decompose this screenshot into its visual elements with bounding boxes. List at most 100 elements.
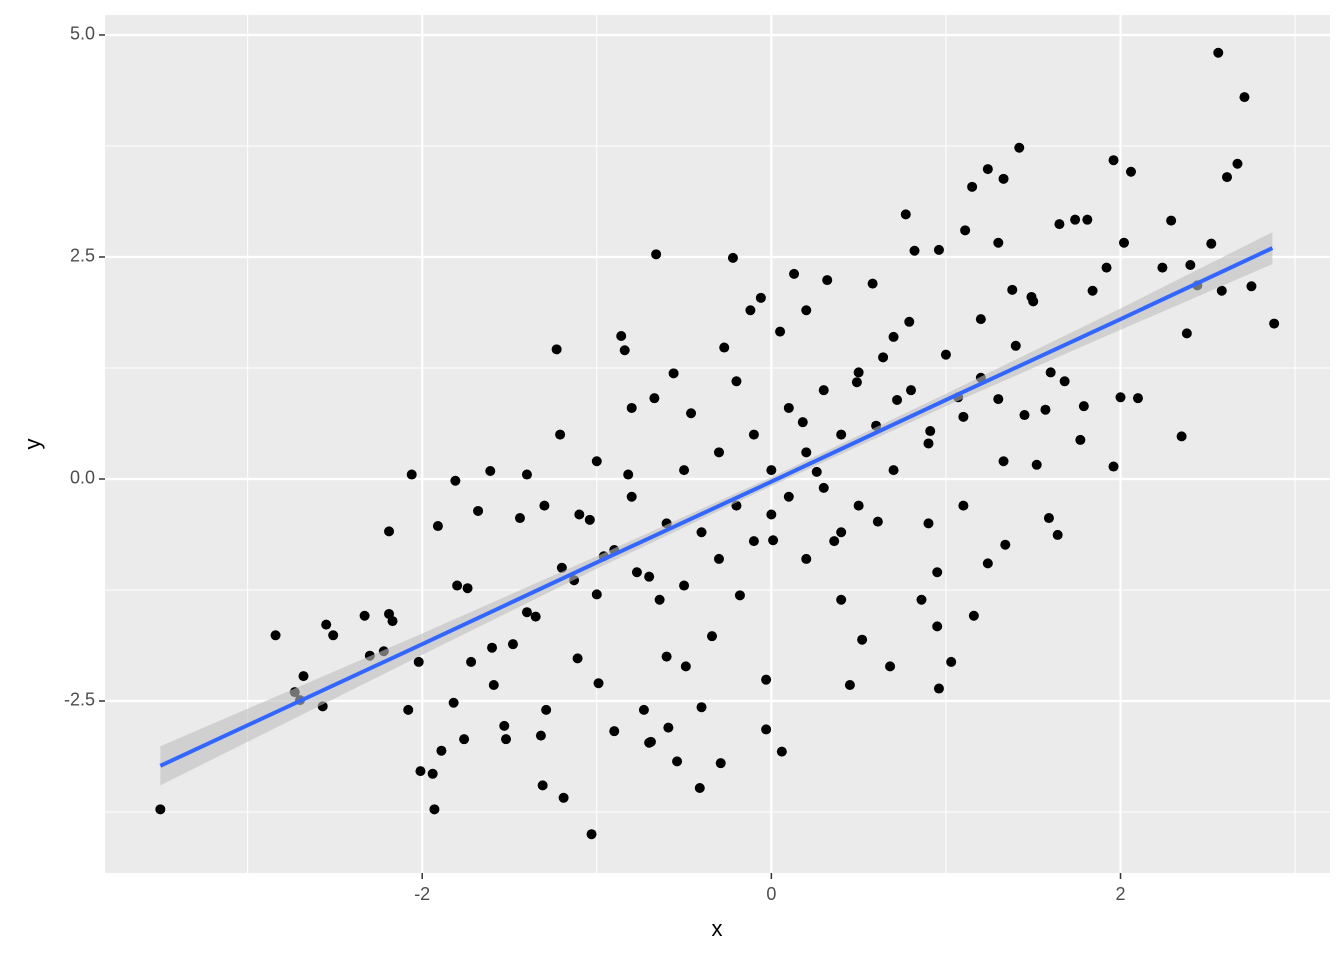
point [829, 536, 840, 547]
point [694, 783, 705, 794]
point [748, 536, 759, 547]
point [619, 345, 630, 356]
point [822, 275, 833, 286]
point [679, 465, 690, 476]
point [719, 342, 730, 353]
point [645, 736, 656, 747]
point [836, 594, 847, 605]
point [1157, 262, 1168, 273]
panel [105, 15, 1330, 873]
point [932, 621, 943, 632]
point [761, 724, 772, 735]
point [811, 466, 822, 477]
point [851, 377, 862, 388]
point [387, 616, 398, 627]
point [872, 516, 883, 527]
point [1007, 284, 1018, 295]
point [731, 376, 742, 387]
point [696, 702, 707, 713]
point [609, 726, 620, 737]
point [707, 631, 718, 642]
point [775, 326, 786, 337]
point [904, 316, 915, 327]
point [1119, 237, 1130, 248]
point [501, 734, 512, 745]
point [1014, 142, 1025, 153]
point [783, 402, 794, 413]
point [1052, 529, 1063, 540]
point [776, 746, 787, 757]
point [155, 804, 166, 815]
point [923, 518, 934, 529]
point [328, 630, 339, 641]
point [998, 456, 1009, 467]
point [1087, 285, 1098, 296]
point [1125, 166, 1136, 177]
point [789, 268, 800, 279]
point [1082, 214, 1093, 225]
point [651, 249, 662, 260]
point [968, 610, 979, 621]
x-tick-label: 0 [766, 884, 776, 904]
point [797, 417, 808, 428]
point [654, 594, 665, 605]
point [713, 553, 724, 564]
point [715, 758, 726, 769]
point [558, 792, 569, 803]
point [853, 367, 864, 378]
point [1040, 404, 1051, 415]
point [530, 611, 541, 622]
point [1206, 238, 1217, 249]
point [844, 680, 855, 691]
point [626, 491, 637, 502]
point [427, 768, 438, 779]
point [507, 639, 518, 650]
point [761, 674, 772, 685]
point [727, 252, 738, 263]
point [359, 610, 370, 621]
point [885, 661, 896, 672]
point [298, 671, 309, 682]
point [993, 394, 1004, 405]
point [663, 722, 674, 733]
point [1010, 340, 1021, 351]
point [403, 704, 414, 715]
point [514, 513, 525, 524]
point [485, 465, 496, 476]
point [982, 164, 993, 175]
point [1101, 262, 1112, 273]
point [473, 505, 484, 516]
point [836, 429, 847, 440]
point [586, 829, 597, 840]
point [946, 656, 957, 667]
point [616, 331, 627, 342]
point [680, 661, 691, 672]
point [572, 653, 583, 664]
point [801, 553, 812, 564]
point [591, 456, 602, 467]
point [923, 438, 934, 449]
point [766, 509, 777, 520]
point [1070, 214, 1081, 225]
point [768, 535, 779, 546]
point [748, 429, 759, 440]
point [384, 526, 395, 537]
point [888, 465, 899, 476]
point [857, 634, 868, 645]
point [975, 314, 986, 325]
point [933, 683, 944, 694]
point [853, 500, 864, 511]
point [661, 651, 672, 662]
point [958, 411, 969, 422]
point [925, 426, 936, 437]
point [916, 594, 927, 605]
point [696, 527, 707, 538]
point [1232, 158, 1243, 169]
point [1222, 172, 1233, 183]
point [1185, 259, 1196, 270]
point [644, 571, 655, 582]
point [555, 429, 566, 440]
point [801, 305, 812, 316]
point [940, 349, 951, 360]
